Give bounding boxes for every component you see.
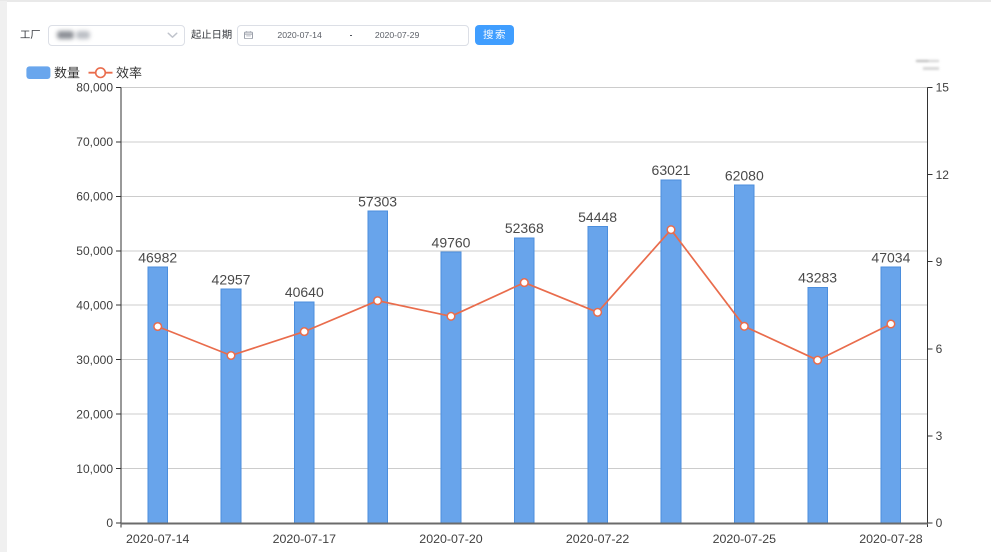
svg-text:43283: 43283 — [798, 270, 837, 286]
svg-text:2020-07-25: 2020-07-25 — [713, 532, 776, 546]
svg-text:2020-07-28: 2020-07-28 — [859, 532, 922, 546]
svg-text:63021: 63021 — [652, 162, 691, 178]
svg-text:70,000: 70,000 — [76, 135, 113, 149]
svg-text:0: 0 — [936, 516, 943, 530]
svg-text:15: 15 — [936, 81, 950, 95]
svg-text:54448: 54448 — [578, 209, 617, 225]
svg-text:10,000: 10,000 — [76, 462, 113, 476]
svg-text:40640: 40640 — [285, 284, 324, 300]
svg-text:0: 0 — [106, 516, 113, 530]
svg-text:2020-07-14: 2020-07-14 — [126, 532, 189, 546]
svg-text:9: 9 — [936, 255, 943, 269]
svg-text:12: 12 — [936, 168, 950, 182]
svg-text:30,000: 30,000 — [76, 353, 113, 367]
svg-text:2020-07-22: 2020-07-22 — [566, 532, 629, 546]
svg-text:6: 6 — [936, 342, 943, 356]
svg-text:80,000: 80,000 — [76, 81, 113, 95]
svg-text:62080: 62080 — [725, 167, 764, 183]
svg-text:20,000: 20,000 — [76, 407, 113, 421]
svg-text:57303: 57303 — [358, 193, 397, 209]
svg-text:3: 3 — [936, 429, 943, 443]
svg-text:42957: 42957 — [212, 272, 251, 288]
svg-text:47034: 47034 — [871, 249, 910, 265]
svg-text:60,000: 60,000 — [76, 190, 113, 204]
svg-text:49760: 49760 — [432, 234, 471, 250]
svg-text:52368: 52368 — [505, 220, 544, 236]
svg-text:46982: 46982 — [138, 250, 177, 266]
svg-text:50,000: 50,000 — [76, 244, 113, 258]
svg-text:40,000: 40,000 — [76, 298, 113, 312]
svg-text:2020-07-17: 2020-07-17 — [273, 532, 336, 546]
svg-text:2020-07-20: 2020-07-20 — [419, 532, 482, 546]
